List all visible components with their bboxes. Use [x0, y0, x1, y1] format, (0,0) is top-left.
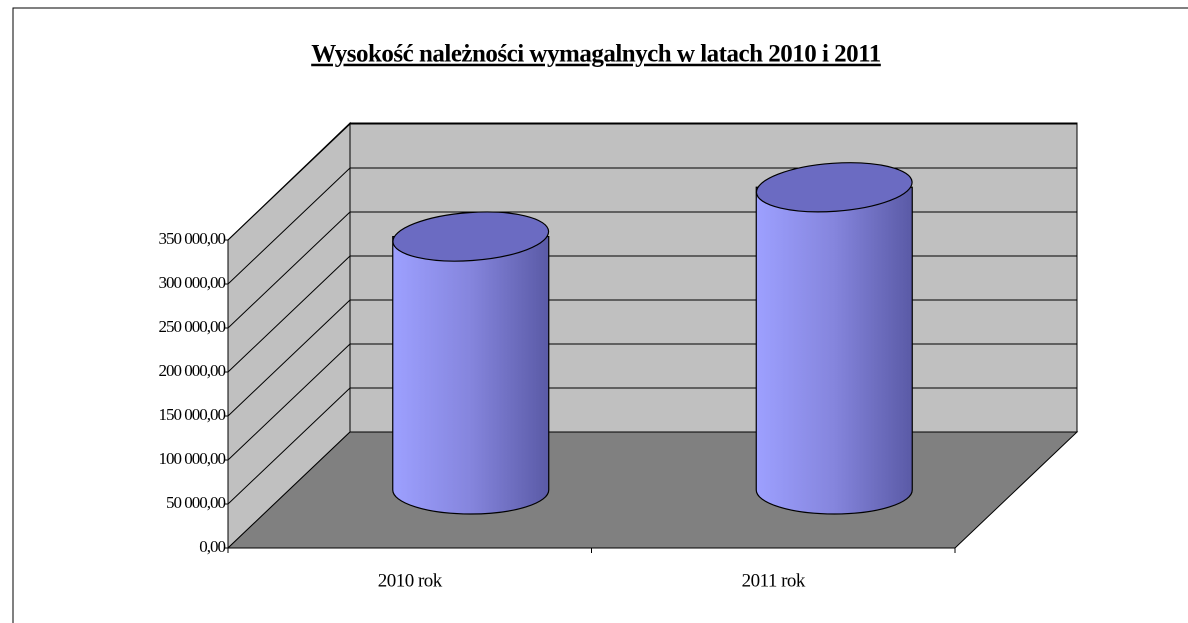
cylinder-top [755, 162, 913, 213]
grid-line [227, 167, 351, 285]
cylinder-top [392, 211, 550, 262]
y-tick-label: 250 000,00 [159, 317, 226, 336]
y-tick-label: 300 000,00 [159, 273, 226, 292]
cylinder [392, 235, 550, 515]
y-tick-label: 100 000,00 [159, 449, 226, 468]
cylinder [755, 186, 913, 515]
grid-line [227, 123, 351, 241]
y-tick-label: 0,00 [199, 537, 225, 556]
grid-line [227, 255, 351, 373]
grid-line [227, 343, 351, 461]
chart-title: Wysokość należności wymagalnych w latach… [311, 41, 881, 68]
grid-line [227, 299, 351, 417]
grid-line [227, 387, 351, 505]
y-tick-label: 150 000,00 [159, 405, 226, 424]
y-tick-label: 200 000,00 [159, 361, 226, 380]
y-tick-label: 50 000,00 [166, 493, 226, 512]
x-tick-label: 2011 rok [742, 570, 806, 591]
floor [226, 431, 1079, 549]
y-tick-label: 350 000,00 [159, 229, 226, 248]
x-tick-label: 2010 rok [378, 570, 443, 591]
grid-line [227, 211, 351, 329]
